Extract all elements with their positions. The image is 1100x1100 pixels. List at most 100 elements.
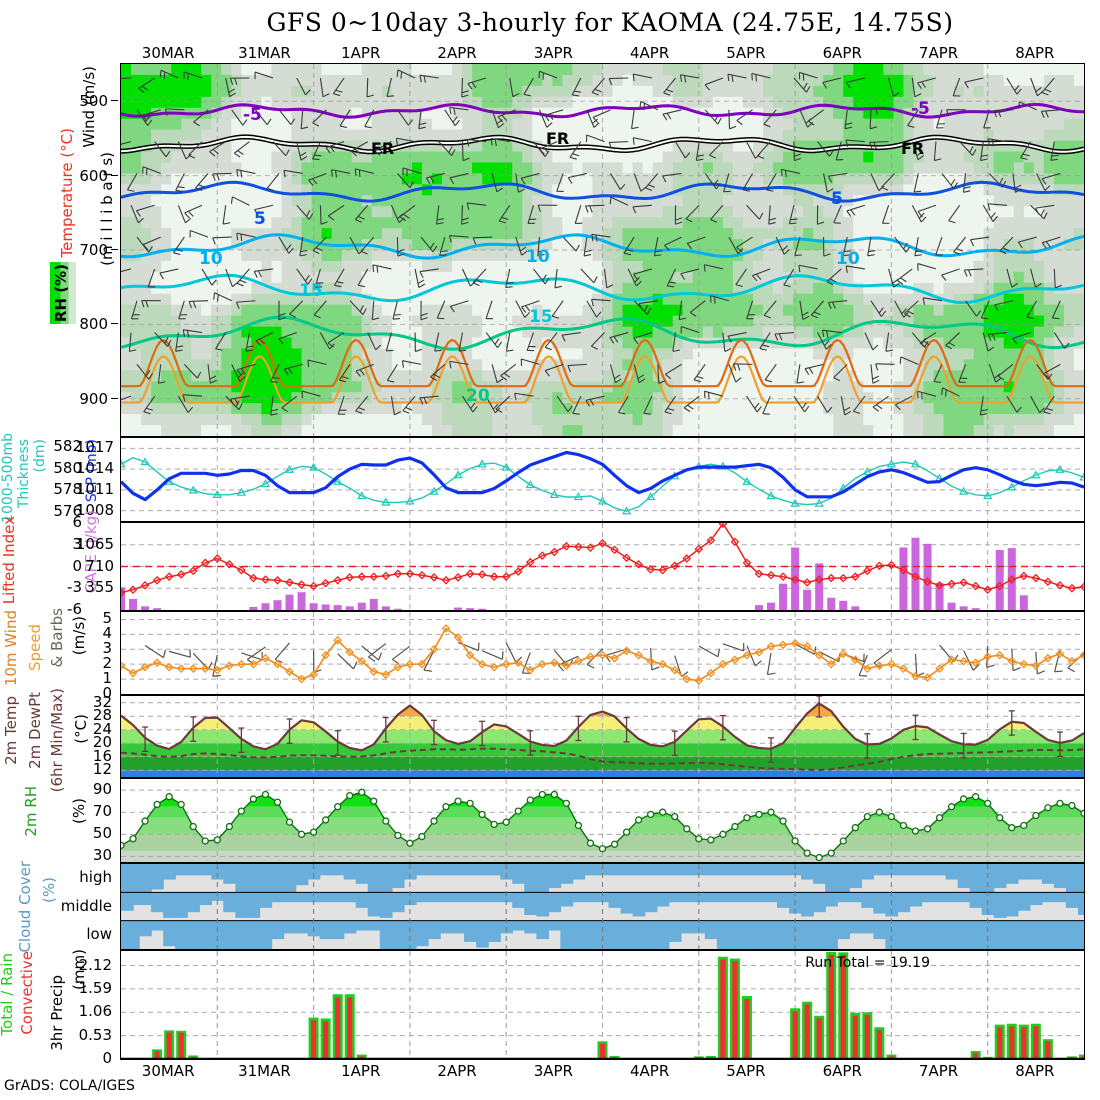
axis-tick-label: 0 — [102, 1049, 112, 1067]
dewpt-label-2m: 2m DewPt — [26, 692, 44, 769]
svg-text:10: 10 — [836, 249, 860, 269]
cloud-row-label-middle: middle — [60, 896, 112, 915]
axis-tick-label: 12 — [92, 760, 112, 779]
axis-tick-label: -6 — [67, 600, 82, 618]
cloud-cover-label: Cloud Cover — [16, 861, 34, 953]
svg-text:FR: FR — [371, 139, 394, 158]
axis-tick-label: 3 — [102, 639, 112, 658]
axis-tick-label: 0 — [72, 556, 82, 575]
wind-label-speed: Speed — [26, 624, 44, 672]
date-label: 4APR — [630, 1062, 670, 1080]
axis-tick-label: 20 — [92, 733, 112, 752]
svg-text:5: 5 — [254, 209, 266, 229]
date-label: 5APR — [726, 1062, 766, 1080]
svg-text:15: 15 — [299, 281, 323, 301]
thickness-y-ticks: 582 580 578 576 — [38, 437, 86, 522]
thickness-label: Thickness — [16, 439, 32, 509]
temp-label-2m: 2m Temp — [2, 696, 20, 765]
axis-tick-label: 28 — [92, 706, 112, 725]
cloud-row-labels: high middle low — [60, 863, 118, 950]
page-title: GFS 0~10day 3-hourly for KAOMA (24.75E, … — [266, 8, 954, 37]
axis-tick-label: 90 — [92, 780, 112, 799]
axis-tick-label: 800 — [79, 315, 108, 334]
axis-tick-mark — [111, 397, 118, 399]
precip-legend-convective: Convective — [18, 951, 36, 1035]
precip-y-ticks: 0 0.53 1.06 1.59 2.12 — [62, 950, 118, 1067]
axis-tick-label: 2 — [102, 654, 112, 673]
date-label: 1APR — [341, 44, 381, 62]
upper-y-ticks: 500 600 700 800 900 — [74, 63, 118, 437]
axis-tick-mark — [111, 323, 118, 325]
svg-text:-5: -5 — [911, 99, 930, 119]
axis-tick-label: 1.06 — [78, 1002, 112, 1021]
axis-tick-label: 32 — [92, 692, 112, 711]
lifted-index-label: Lifted Index — [0, 516, 18, 605]
cloud-cover-panel — [120, 863, 1085, 950]
axis-tick-label: 576 — [53, 502, 82, 521]
date-label: 3APR — [533, 44, 573, 62]
axis-tick-label: 578 — [53, 480, 82, 499]
minmax-label: (6hr Min/Max) — [48, 688, 66, 793]
axis-tick-label: 0 — [102, 684, 112, 702]
axis-tick-label: 16 — [92, 746, 112, 765]
axis-tick-label: 1014 — [75, 459, 114, 478]
cloud-row-label-low: low — [86, 924, 112, 943]
axis-tick-label: 1.59 — [78, 978, 112, 997]
date-label: 6APR — [822, 1062, 862, 1080]
axis-tick-label: 1008 — [75, 500, 114, 519]
svg-text:5: 5 — [831, 189, 843, 209]
axis-tick-label: 500 — [79, 92, 108, 111]
svg-text:FR: FR — [546, 129, 569, 148]
axis-tick-mark — [111, 174, 118, 176]
rh-2m-panel — [120, 778, 1085, 863]
date-label: 6APR — [822, 44, 862, 62]
svg-text:10: 10 — [526, 247, 550, 267]
date-label: 2APR — [437, 1062, 477, 1080]
date-label: 31MAR — [238, 1062, 291, 1080]
axis-tick-label: 700 — [79, 241, 108, 259]
lifted-index-y-ticks: -6 -3 0 3 6 — [28, 513, 86, 618]
axis-tick-label: 50 — [92, 824, 112, 843]
upper-axis-vlabels: Wind (m/s) Temperature (°C) RH (%) (m i … — [20, 66, 120, 436]
axis-tick-label: 70 — [92, 802, 112, 821]
axis-tick-label: 900 — [79, 389, 108, 408]
svg-text:10: 10 — [199, 249, 223, 269]
date-label: 7APR — [918, 1062, 959, 1080]
axis-tick-label: 1017 — [75, 438, 114, 457]
upper-sounding-panel: -5 -5 FR FR FR 5 5 10 10 10 15 15 20 — [120, 63, 1085, 437]
cloud-row-label-high: high — [79, 868, 112, 887]
axis-tick-label: 0.53 — [78, 1025, 112, 1044]
rh2m-label: 2m RH — [22, 786, 40, 837]
precip-panel — [120, 950, 1085, 1060]
axis-tick-label: 580 — [53, 458, 82, 477]
date-label: 5APR — [726, 44, 766, 62]
svg-text:15: 15 — [529, 307, 553, 327]
svg-text:20: 20 — [466, 386, 490, 406]
axis-tick-label: -3 — [67, 578, 82, 597]
axis-tick-label: 582 — [53, 436, 82, 455]
slp-thickness-panel — [120, 437, 1085, 522]
svg-text:FR: FR — [901, 139, 924, 158]
temperature-y-ticks: 12 16 20 24 28 32 — [78, 692, 118, 779]
axis-tick-label: 4 — [102, 624, 112, 643]
date-label: 7APR — [918, 44, 959, 62]
date-label: 8APR — [1015, 1062, 1055, 1080]
rh-y-ticks: 30 50 70 90 — [78, 778, 118, 864]
wind-label-barbs: & Barbs — [48, 608, 66, 668]
axis-tick-mark — [111, 100, 118, 102]
date-label: 1APR — [341, 1062, 381, 1080]
axis-tick-label: 1065 — [75, 534, 114, 553]
axis-tick-label: 600 — [79, 166, 108, 185]
axis-tick-label: 6 — [72, 513, 82, 531]
axis-tick-label: 24 — [92, 719, 112, 738]
cloud-units: (%) — [40, 877, 58, 903]
wind-speed-barbs-panel — [120, 611, 1085, 695]
axis-tick-label: 3 — [72, 534, 82, 553]
run-total-label: Run Total = 19.19 — [805, 955, 930, 971]
date-label: 2APR — [437, 44, 477, 62]
axis-tick-label: 2.12 — [78, 955, 112, 974]
svg-text:-5: -5 — [243, 105, 262, 125]
date-label: 3APR — [533, 1062, 573, 1080]
bottom-axis-labels: 30MAR 31MAR 1APR 2APR 3APR 4APR 5APR 6APR 7APR 8A… — [120, 1062, 1085, 1082]
